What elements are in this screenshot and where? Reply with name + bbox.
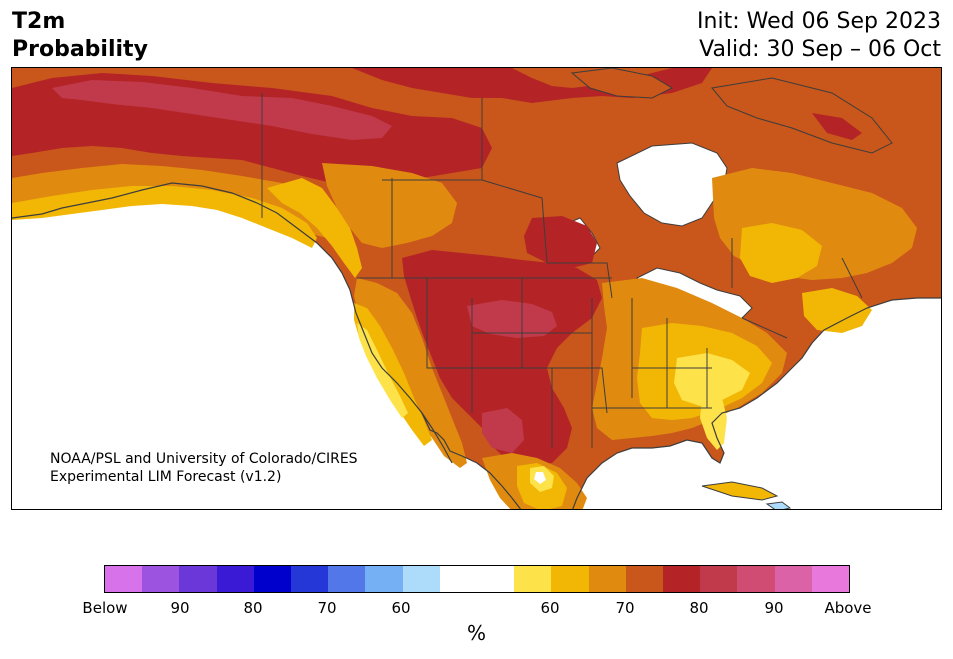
hispaniola — [765, 501, 792, 509]
init-date: Init: Wed 06 Sep 2023 — [697, 9, 941, 34]
colorbar-cell — [216, 566, 254, 592]
colorbar-cell — [365, 566, 403, 592]
colorbar-cell — [514, 566, 552, 592]
colorbar-tick-label: 60 — [540, 599, 560, 617]
alaska-orange-fringe — [12, 164, 342, 240]
colorbar-tick-label: 70 — [615, 599, 635, 617]
dakota-red — [524, 216, 597, 268]
colorbar-tick-label: 80 — [243, 599, 263, 617]
forecast-dates: Init: Wed 06 Sep 2023 Valid: 30 Sep – 06… — [697, 8, 941, 64]
mexico-rose — [482, 408, 524, 453]
colorbar-tick-label: 70 — [317, 599, 337, 617]
colorbar-ticks: Below 90 80 70 60 60 70 80 90 Above — [0, 599, 953, 619]
baffin-red-tip — [812, 113, 862, 140]
colorbar-cell — [551, 566, 589, 592]
map-canvas — [12, 68, 941, 509]
central-us-rose — [467, 300, 557, 338]
colorbar-cell — [105, 566, 143, 592]
colorbar-cell — [625, 566, 664, 592]
colorbar-cell — [402, 566, 440, 592]
colorbar-cell — [328, 566, 366, 592]
quebec-yellow — [740, 223, 822, 283]
mexico-center-white — [534, 472, 546, 484]
colorbar-tick-label: 90 — [764, 599, 784, 617]
colorbar-tick-label: Below — [82, 599, 128, 617]
colorbar-cell — [142, 566, 180, 592]
alaska-rose — [52, 80, 392, 140]
credit-line-2: Experimental LIM Forecast (v1.2) — [50, 469, 282, 485]
colorbar-cell — [700, 566, 738, 592]
colorbar-tick-label: 60 — [391, 599, 411, 617]
colorbar-cell — [588, 566, 626, 592]
state-borders — [261, 93, 863, 448]
colorbar-legend — [104, 565, 850, 593]
colorbar-tick-label: 80 — [689, 599, 709, 617]
southeast-pale — [674, 353, 750, 406]
credit-line-1: NOAA/PSL and University of Colorado/CIRE… — [50, 451, 358, 467]
colorbar-cell — [663, 566, 701, 592]
variable-label: T2m — [12, 9, 66, 34]
hudson-bay — [616, 142, 728, 227]
prairie-orange — [322, 163, 457, 248]
valid-date: Valid: 30 Sep – 06 Oct — [699, 37, 941, 62]
product-label: Probability — [12, 37, 148, 62]
forecast-map: NOAA/PSL and University of Colorado/CIRE… — [11, 67, 942, 510]
credit-text: NOAA/PSL and University of Colorado/CIRE… — [50, 450, 358, 486]
west-coast-orange — [354, 278, 467, 468]
colorbar-cell — [737, 566, 775, 592]
colorbar-cell — [811, 566, 850, 592]
colorbar-cell — [477, 566, 515, 592]
colorbar-tick-label: 90 — [170, 599, 190, 617]
colorbar-tick-label: Above — [824, 599, 872, 617]
coastlines — [12, 182, 941, 509]
colorbar-unit: % — [466, 621, 486, 645]
colorbar-cell — [774, 566, 812, 592]
map-title: T2m Probability — [12, 8, 148, 64]
arctic-islands — [570, 68, 674, 99]
bc-yellow — [267, 178, 362, 278]
alaska-yellow — [12, 186, 317, 248]
colorbar-cell — [439, 566, 478, 592]
colorbar-cell — [179, 566, 217, 592]
colorbar-cell — [253, 566, 292, 592]
florida-pale — [700, 398, 727, 450]
cuba — [701, 481, 779, 501]
maritime-yellow — [802, 288, 872, 333]
west-coast-yellow — [354, 303, 432, 446]
colorbar-cell — [291, 566, 329, 592]
